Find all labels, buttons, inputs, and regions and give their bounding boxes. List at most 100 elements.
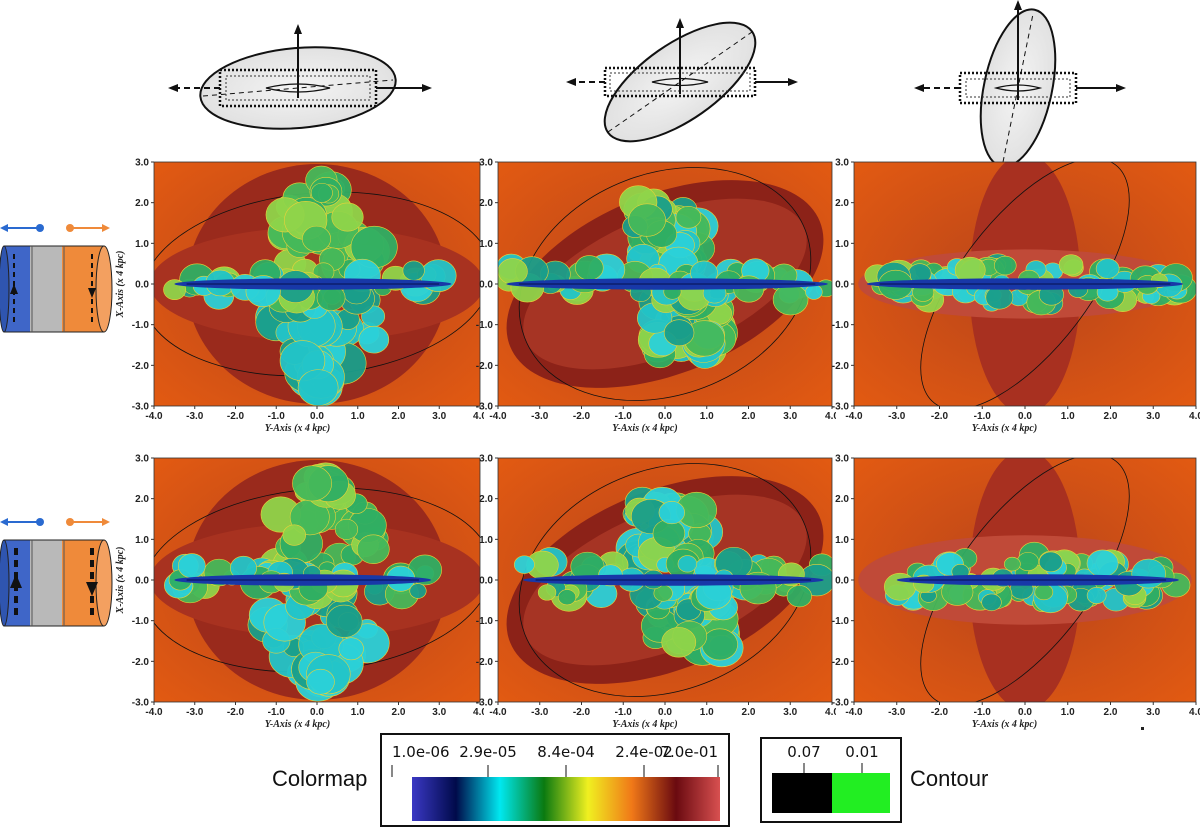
plot-area <box>858 162 1196 406</box>
x-tick-label: 2.0 <box>742 707 756 718</box>
y-tick-label: 2.0 <box>835 198 849 209</box>
y-tick-label: 0.0 <box>479 280 493 291</box>
x-tick-label: -4.0 <box>489 411 507 422</box>
y-tick-label: 2.0 <box>479 198 493 209</box>
x-tick-label: -4.0 <box>845 707 863 718</box>
heatmap-panel: -4.0-3.0-2.0-1.00.01.02.03.04.03.02.01.0… <box>456 150 836 440</box>
y-tick-label: 2.0 <box>135 494 149 505</box>
heatmap-panel: -4.0-3.0-2.0-1.00.01.02.03.04.03.02.01.0… <box>812 150 1200 440</box>
x-tick-label: -4.0 <box>145 411 163 422</box>
y-tick-label: -3.0 <box>476 402 494 413</box>
x-tick-label: -1.0 <box>615 411 633 422</box>
y-tick-label: -1.0 <box>132 320 150 331</box>
x-tick-label: 2.0 <box>392 411 406 422</box>
y-tick-label: 1.0 <box>835 535 849 546</box>
y-tick-label: 0.0 <box>135 576 149 587</box>
x-tick-label: 4.0 <box>473 707 484 718</box>
y-tick-label: -3.0 <box>832 698 850 709</box>
x-tick-label: 3.0 <box>1146 411 1160 422</box>
y-tick-label: -2.0 <box>132 657 150 668</box>
colormap-label: Colormap <box>272 766 368 791</box>
x-tick-label: -2.0 <box>227 411 245 422</box>
contour-label: Contour <box>910 766 989 791</box>
plot-area <box>154 460 480 702</box>
y-tick-label: -2.0 <box>832 657 850 668</box>
x-tick-label: 0.0 <box>658 411 672 422</box>
x-tick-label: -2.0 <box>227 707 245 718</box>
x-tick-label: -1.0 <box>268 411 286 422</box>
x-tick-label: 2.0 <box>1104 411 1118 422</box>
cylinder-icon-row-1 <box>0 224 113 333</box>
contour-legend-box <box>760 737 902 823</box>
heatmap-panel: -4.0-3.0-2.0-1.00.01.02.03.04.03.02.01.0… <box>456 446 836 736</box>
x-tick-label: -3.0 <box>186 707 204 718</box>
x-tick-label: 1.0 <box>700 707 714 718</box>
y-tick-label: -1.0 <box>832 320 850 331</box>
x-tick-label: 1.0 <box>1061 411 1075 422</box>
x-tick-label: 4.0 <box>1189 411 1200 422</box>
x-tick-label: 2.0 <box>1104 707 1118 718</box>
y-tick-label: 3.0 <box>479 454 493 465</box>
x-tick-label: 2.0 <box>392 707 406 718</box>
schematic-disk-3 <box>914 0 1126 165</box>
y-tick-label: -1.0 <box>476 320 494 331</box>
schematic-disk-2 <box>566 18 798 143</box>
colormap-tick-label: 7.0e-01 <box>660 743 718 761</box>
x-tick-label: 0.0 <box>310 411 324 422</box>
x-tick-label: 4.0 <box>473 411 484 422</box>
colormap-tick-label: 2.9e-05 <box>459 743 517 761</box>
y-tick-label: -1.0 <box>132 616 150 627</box>
stray-dot <box>1141 727 1144 730</box>
contour-swatch <box>832 773 890 813</box>
x-tick-label: 0.0 <box>310 707 324 718</box>
x-tick-label: -3.0 <box>531 411 549 422</box>
x-tick-label: 0.0 <box>1018 411 1032 422</box>
x-axis-title: Y-Axis (x 4 kpc) <box>265 423 330 434</box>
y-tick-label: 3.0 <box>835 454 849 465</box>
y-tick-label: -2.0 <box>476 657 494 668</box>
heatmap-panel: -4.0-3.0-2.0-1.00.01.02.03.04.03.02.01.0… <box>112 446 484 736</box>
x-tick-label: -3.0 <box>531 707 549 718</box>
contour-tick-label: 0.01 <box>845 743 878 761</box>
x-tick-label: 3.0 <box>432 707 446 718</box>
y-axis-title: X-Axis (x 4 kpc) <box>115 547 126 615</box>
x-axis-title: Y-Axis (x 4 kpc) <box>612 719 677 730</box>
x-axis-title: Y-Axis (x 4 kpc) <box>265 719 330 730</box>
y-tick-label: 0.0 <box>835 576 849 587</box>
y-tick-label: 1.0 <box>135 239 149 250</box>
x-tick-label: -3.0 <box>888 707 906 718</box>
x-tick-label: -3.0 <box>186 411 204 422</box>
y-tick-label: 3.0 <box>135 454 149 465</box>
y-axis-title: X-Axis (x 4 kpc) <box>115 251 126 319</box>
y-tick-label: 1.0 <box>479 535 493 546</box>
contour-tick-label: 0.07 <box>787 743 820 761</box>
x-tick-label: -2.0 <box>573 707 591 718</box>
turbulent-bubble <box>163 165 457 406</box>
x-tick-label: -4.0 <box>845 411 863 422</box>
disk-schematics <box>168 0 1126 165</box>
colormap-bar: 1.0e-06 2.9e-05 8.4e-04 2.4e-027.0e-01 <box>391 743 720 821</box>
x-axis-title: Y-Axis (x 4 kpc) <box>972 423 1037 434</box>
x-tick-label: 3.0 <box>1146 707 1160 718</box>
x-tick-label: -1.0 <box>974 411 992 422</box>
turbulent-bubble <box>498 185 832 369</box>
plot-area <box>154 164 480 406</box>
density-contour <box>518 167 812 401</box>
heatmap-panel: -4.0-3.0-2.0-1.00.01.02.03.04.03.02.01.0… <box>812 446 1200 736</box>
y-tick-label: 2.0 <box>135 198 149 209</box>
y-tick-label: 1.0 <box>479 239 493 250</box>
x-tick-label: 2.0 <box>742 411 756 422</box>
y-tick-label: 3.0 <box>135 158 149 169</box>
x-tick-label: 4.0 <box>825 707 836 718</box>
x-axis-title: Y-Axis (x 4 kpc) <box>612 423 677 434</box>
x-tick-label: 1.0 <box>1061 707 1075 718</box>
y-tick-label: 3.0 <box>479 158 493 169</box>
x-tick-label: 3.0 <box>783 707 797 718</box>
x-tick-label: 0.0 <box>658 707 672 718</box>
y-tick-label: 0.0 <box>835 280 849 291</box>
colormap-tick-label: 8.4e-04 <box>537 743 595 761</box>
y-tick-label: 0.0 <box>135 280 149 291</box>
y-tick-label: -1.0 <box>832 616 850 627</box>
y-tick-label: 2.0 <box>835 494 849 505</box>
heatmap-panel: -4.0-3.0-2.0-1.00.01.02.03.04.03.02.01.0… <box>112 150 484 440</box>
